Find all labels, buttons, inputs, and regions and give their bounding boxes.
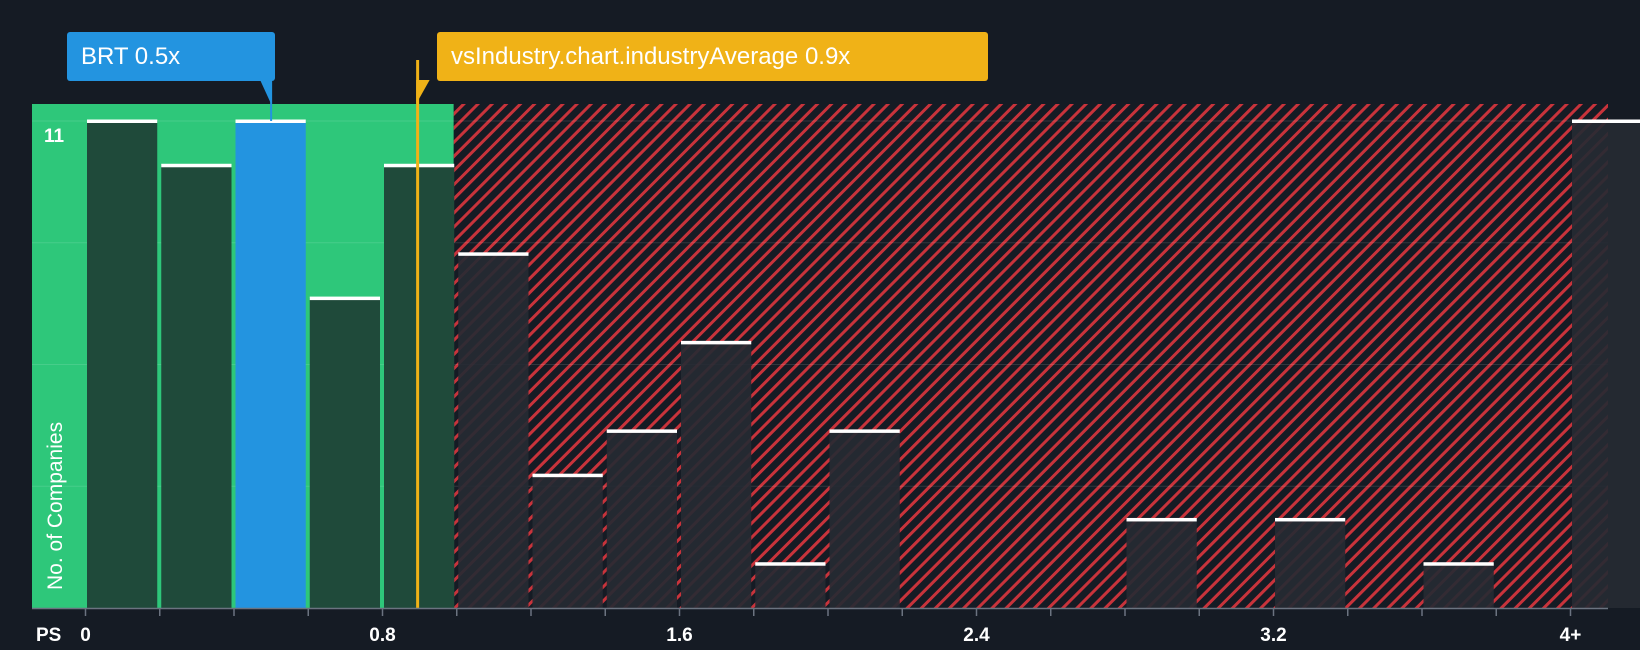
x-axis-title: PS (36, 625, 61, 646)
histogram-bar-cap (681, 340, 752, 345)
histogram-bar-cap (1572, 119, 1640, 123)
histogram-bar-cap (755, 562, 826, 566)
industry-average-callout: vsIndustry.chart.industryAverage 0.9x (437, 32, 988, 81)
x-tick-label: 2.4 (963, 625, 990, 646)
x-tick-label: 3.2 (1260, 625, 1286, 646)
histogram-bar-cap (829, 429, 900, 433)
histogram-bar-cap (309, 296, 380, 301)
histogram-bar-cap (606, 429, 677, 433)
histogram-bar (1126, 519, 1197, 608)
histogram-bar (87, 121, 158, 608)
company-value-callout: BRT 0.5x (67, 32, 275, 81)
histogram-bar (458, 253, 529, 608)
histogram-bar-cap (1275, 517, 1346, 522)
x-tick-label: 0 (80, 625, 91, 646)
histogram-bar (161, 165, 232, 609)
company-callout-pointer (260, 80, 272, 104)
histogram-bar-cap (87, 119, 158, 123)
histogram-bar-cap (1126, 517, 1197, 522)
y-axis-title: No. of Companies (44, 422, 67, 590)
histogram-bar (755, 563, 826, 608)
histogram-bar-cap (1423, 562, 1494, 566)
x-tick-label: 1.6 (666, 625, 692, 646)
histogram-bar (606, 430, 677, 608)
histogram-bar (681, 342, 752, 608)
histogram-bar (532, 475, 603, 608)
x-tick-label: 0.8 (369, 625, 395, 646)
histogram-bar-cap (458, 252, 529, 256)
histogram-bar (1572, 121, 1640, 608)
histogram-bar-cap (161, 163, 232, 168)
histogram-bar-cap (235, 119, 306, 123)
histogram-bar (235, 121, 306, 608)
histogram-bar (1423, 563, 1494, 608)
histogram-bar (829, 430, 900, 608)
y-tick-label: 11 (44, 126, 65, 147)
histogram-bar (1275, 519, 1346, 608)
industry-callout-pointer (416, 80, 430, 104)
x-tick-label: 4+ (1560, 625, 1582, 646)
histogram-bar-cap (532, 473, 603, 478)
histogram-bar (309, 298, 380, 608)
